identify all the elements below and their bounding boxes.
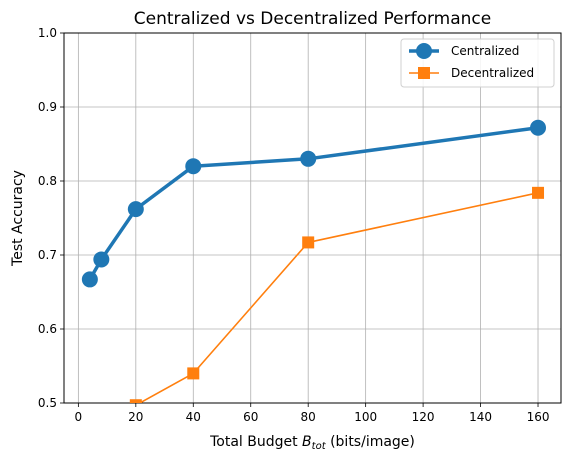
- x-tick-label: 40: [186, 410, 201, 424]
- y-tick-label: 0.6: [38, 322, 57, 336]
- y-tick-label: 0.5: [38, 396, 57, 410]
- y-tick-label: 0.9: [38, 100, 57, 114]
- legend-marker: [416, 43, 432, 59]
- data-point: [81, 271, 98, 288]
- chart-title: Centralized vs Decentralized Performance: [134, 9, 491, 29]
- x-tick-label: 120: [412, 410, 435, 424]
- plot-frame: [63, 32, 562, 404]
- grid-layer: [64, 32, 561, 404]
- x-tick-label: 140: [469, 410, 492, 424]
- x-axis-title-prefix: Total Budget: [209, 434, 302, 450]
- x-axis-title: Total Budget Btot (bits/image): [209, 434, 415, 452]
- y-tick-label: 0.8: [38, 174, 57, 188]
- data-point: [532, 186, 545, 199]
- x-tick-label: 100: [354, 410, 377, 424]
- tick-layer: 0 20 40 60 80 100 120 140 160 0.5 0.6 0.7 0.8 0.9 1.0: [38, 26, 550, 424]
- data-point: [530, 119, 547, 136]
- x-tick-label: 0: [75, 410, 83, 424]
- series-line: [138, 192, 539, 403]
- y-tick-label: 1.0: [38, 26, 57, 40]
- legend-label: Centralized: [451, 44, 519, 58]
- legend-box: [400, 38, 555, 88]
- data-point: [129, 399, 142, 403]
- data-point: [93, 251, 110, 268]
- x-axis-title-suffix: (bits/image): [326, 434, 415, 450]
- data-point: [300, 150, 317, 167]
- x-tick-label: 80: [301, 410, 316, 424]
- series-decentralized: [129, 186, 545, 403]
- y-tick-label: 0.7: [38, 248, 57, 262]
- legend: Centralized Decentralized: [400, 38, 555, 88]
- x-tick-label: 160: [527, 410, 550, 424]
- series-centralized: [81, 119, 547, 288]
- legend-item-decentralized: Decentralized: [409, 66, 534, 80]
- data-point: [187, 367, 200, 380]
- data-point: [302, 236, 315, 249]
- x-axis-title-symbol: B: [302, 434, 312, 450]
- legend-item-centralized: Centralized: [409, 43, 519, 59]
- data-point: [185, 158, 202, 175]
- x-tick-label: 60: [243, 410, 258, 424]
- x-tick-label: 20: [128, 410, 143, 424]
- legend-marker: [418, 67, 430, 79]
- data-point: [127, 201, 144, 218]
- series-layer: [81, 119, 547, 403]
- series-line: [88, 125, 539, 281]
- legend-label: Decentralized: [451, 66, 534, 80]
- y-axis-title: Test Accuracy: [10, 170, 26, 267]
- x-axis-title-subscript: tot: [312, 441, 327, 452]
